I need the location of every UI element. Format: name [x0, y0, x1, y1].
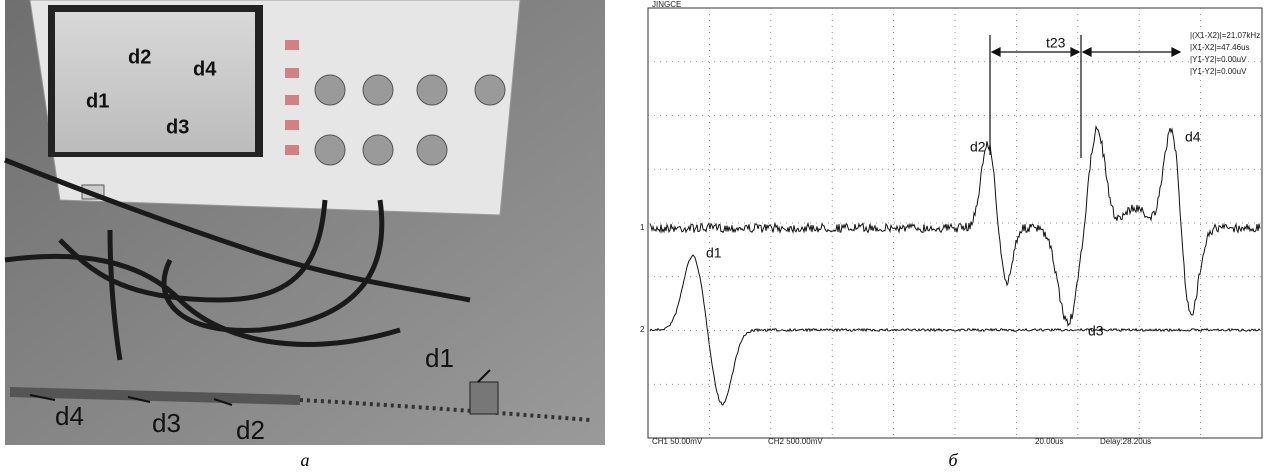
screen-label: d4 [193, 58, 217, 80]
marker-label: d2 [970, 139, 986, 155]
probe-label: d1 [425, 343, 454, 373]
figure: d2 d4 d1 d3 d1 d4 d3 d2 а JINGCE |(X1-X2… [0, 0, 1266, 472]
photo: d2 d4 d1 d3 d1 d4 d3 d2 [5, 0, 605, 445]
oscilloscope-trace: JINGCE |(X1-X2)|=21.07kHz |X1-X2|=47.46u… [640, 0, 1262, 446]
readout: |(X1-X2)|=21.07kHz [1190, 31, 1260, 40]
footer: Delay:28.20us [1100, 437, 1151, 446]
footer: CH1 50.00mV [652, 437, 703, 446]
screen-label: d2 [128, 46, 151, 68]
footer: 20.00us [1035, 437, 1063, 446]
marker-label: d3 [1088, 323, 1104, 339]
screen-label: d1 [86, 90, 109, 112]
channel-marker: 1 [640, 223, 645, 232]
readout: |X1-X2|=47.46us [1190, 43, 1250, 52]
channel-marker: 2 [640, 325, 645, 334]
probe-label: d3 [152, 408, 181, 438]
readout: |Y1-Y2|=0.00uV [1190, 67, 1247, 76]
brand: JINGCE [652, 0, 681, 9]
readout: |Y1-Y2|=0.00uV [1190, 55, 1247, 64]
probe-label: d4 [55, 401, 84, 431]
interval-label: t23 [1046, 35, 1066, 51]
screen-label: d3 [166, 116, 189, 138]
footer: CH2 500.00mV [768, 437, 823, 446]
probe-label: d2 [236, 415, 265, 445]
caption: б [948, 450, 958, 470]
marker-label: d4 [1185, 129, 1201, 145]
caption: а [301, 450, 310, 470]
marker-label: d1 [706, 245, 722, 261]
